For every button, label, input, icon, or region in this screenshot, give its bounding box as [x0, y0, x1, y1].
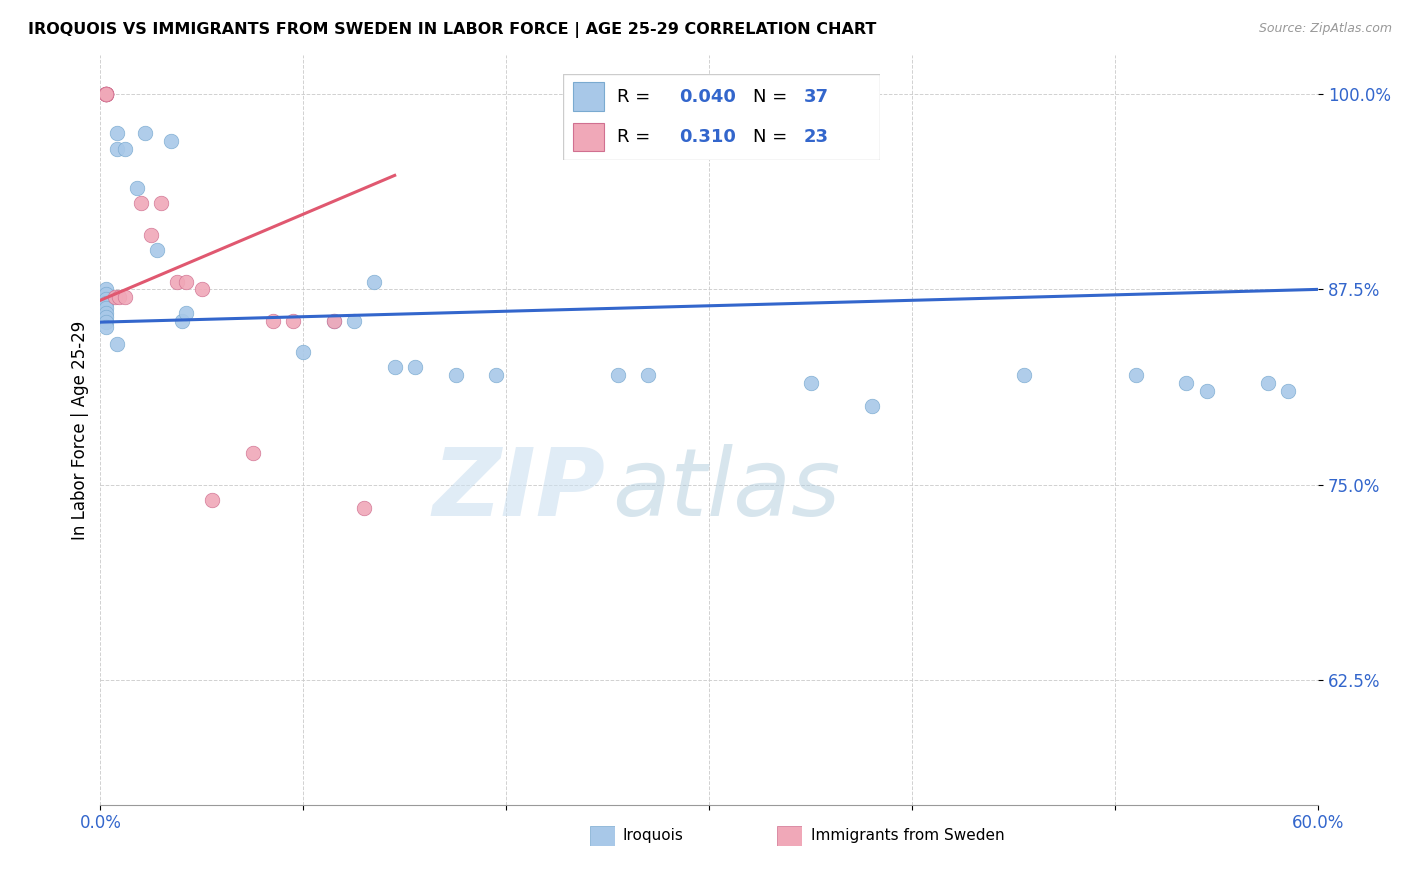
Point: [1257, 376, 1279, 390]
Point: [201, 493, 224, 508]
Point: [96, 287, 118, 301]
Point: [174, 306, 197, 320]
Point: [242, 446, 264, 460]
Point: [96, 292, 118, 306]
Point: [105, 126, 128, 140]
Point: [134, 126, 156, 140]
Point: [262, 313, 284, 327]
Point: [96, 310, 118, 325]
Point: [103, 290, 125, 304]
Point: [96, 87, 118, 102]
Point: [105, 337, 128, 351]
Point: [96, 319, 118, 334]
Text: Iroquois: Iroquois: [621, 829, 683, 844]
Point: [166, 275, 188, 289]
Point: [96, 87, 118, 102]
Point: [96, 301, 118, 315]
Point: [174, 275, 197, 289]
Point: [1175, 376, 1198, 390]
Point: [404, 360, 426, 375]
Point: [96, 282, 118, 296]
Point: [96, 87, 118, 102]
Point: [322, 313, 344, 327]
Point: [114, 290, 136, 304]
Point: [125, 181, 148, 195]
Point: [96, 306, 118, 320]
Point: [353, 500, 375, 515]
Point: [485, 368, 508, 383]
Point: [96, 87, 118, 102]
Point: [1125, 368, 1147, 383]
Point: [96, 296, 118, 310]
Point: [96, 315, 118, 329]
Point: [96, 87, 118, 102]
Text: IROQUOIS VS IMMIGRANTS FROM SWEDEN IN LABOR FORCE | AGE 25-29 CORRELATION CHART: IROQUOIS VS IMMIGRANTS FROM SWEDEN IN LA…: [28, 22, 876, 38]
Point: [283, 313, 305, 327]
Point: [107, 290, 129, 304]
Point: [800, 376, 823, 390]
Point: [607, 368, 630, 383]
Point: [96, 87, 118, 102]
Point: [292, 344, 315, 359]
Point: [139, 227, 162, 242]
Point: [860, 400, 883, 414]
Point: [146, 244, 169, 258]
Point: [322, 313, 344, 327]
Point: [160, 134, 183, 148]
Point: [96, 87, 118, 102]
Point: [170, 313, 193, 327]
Point: [114, 142, 136, 156]
Text: ZIP: ZIP: [433, 444, 606, 536]
Point: [363, 275, 385, 289]
Point: [343, 313, 366, 327]
Y-axis label: In Labor Force | Age 25-29: In Labor Force | Age 25-29: [72, 320, 89, 540]
Point: [637, 368, 659, 383]
Text: Immigrants from Sweden: Immigrants from Sweden: [810, 829, 1004, 844]
Point: [1277, 384, 1299, 398]
Point: [150, 196, 173, 211]
Text: Source: ZipAtlas.com: Source: ZipAtlas.com: [1258, 22, 1392, 36]
Point: [105, 142, 128, 156]
Text: atlas: atlas: [612, 444, 841, 535]
Point: [129, 196, 152, 211]
Point: [1012, 368, 1035, 383]
Point: [444, 368, 467, 383]
Point: [1195, 384, 1218, 398]
Point: [191, 282, 214, 296]
Point: [384, 360, 406, 375]
Point: [96, 87, 118, 102]
